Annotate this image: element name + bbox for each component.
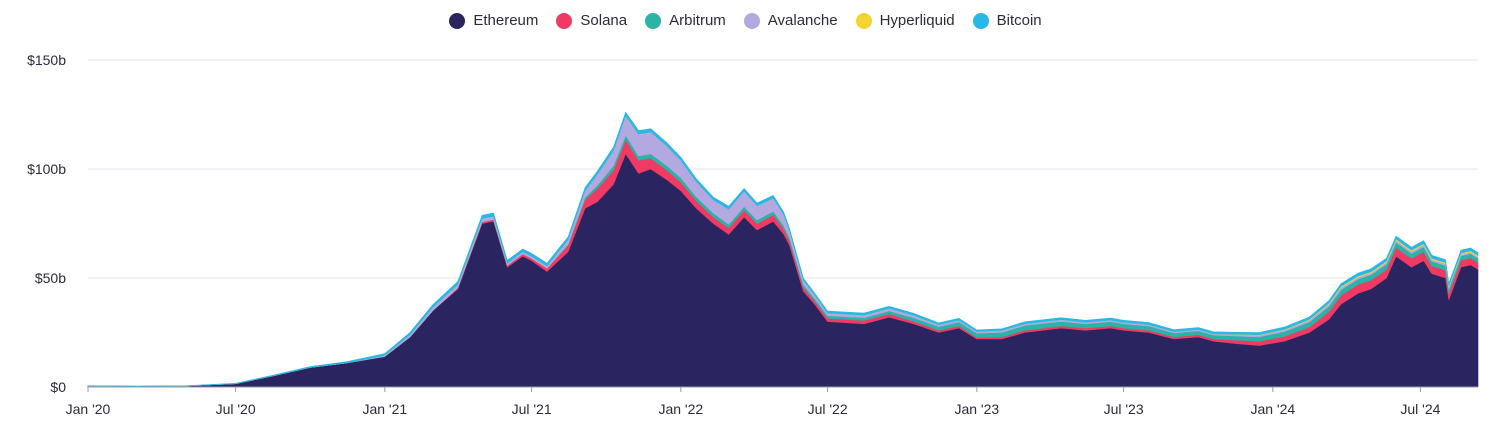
legend-label: Solana: [580, 12, 628, 29]
y-tick-label: $50b: [35, 270, 66, 286]
y-axis: $0 $50b $100b $150b: [27, 52, 66, 395]
legend-item-bitcoin[interactable]: Bitcoin: [972, 12, 1042, 29]
legend-item-hyperliquid[interactable]: Hyperliquid: [855, 12, 955, 29]
x-tick-label: Jul '20: [216, 401, 256, 417]
x-tick-label: Jan '20: [66, 401, 111, 417]
series-areas: [87, 111, 1479, 388]
legend-item-arbitrum[interactable]: Arbitrum: [645, 12, 726, 29]
legend-item-solana[interactable]: Solana: [556, 12, 627, 29]
chart-legend: Ethereum Solana Arbitrum Avalanche Hyperliqu…: [0, 12, 1491, 29]
x-tick-label: Jan '23: [954, 401, 999, 417]
legend-label: Avalanche: [767, 12, 838, 29]
legend-item-avalanche[interactable]: Avalanche: [743, 12, 838, 29]
legend-swatch-arbitrum: [645, 12, 662, 29]
legend-label: Bitcoin: [996, 12, 1042, 29]
legend-label: Arbitrum: [669, 12, 726, 29]
y-tick-label: $0: [50, 379, 66, 395]
legend-swatch-avalanche: [743, 12, 760, 29]
x-tick-label: Jul '24: [1400, 401, 1440, 417]
series-area-ethereum: [87, 153, 1479, 388]
x-tick-label: Jul '22: [808, 401, 848, 417]
y-tick-label: $150b: [27, 52, 66, 68]
legend-item-ethereum[interactable]: Ethereum: [449, 12, 538, 29]
legend-swatch-bitcoin: [972, 12, 989, 29]
y-tick-label: $100b: [27, 161, 66, 177]
legend-swatch-ethereum: [449, 12, 466, 29]
x-tick-label: Jan '24: [1250, 401, 1295, 417]
x-tick-label: Jul '23: [1104, 401, 1144, 417]
x-tick-label: Jul '21: [512, 401, 552, 417]
legend-swatch-hyperliquid: [855, 12, 872, 29]
x-tick-label: Jan '22: [658, 401, 703, 417]
series-area-bitcoin: [87, 111, 1479, 387]
legend-label: Hyperliquid: [879, 12, 955, 29]
legend-swatch-solana: [556, 12, 573, 29]
legend-label: Ethereum: [473, 12, 539, 29]
x-axis: Jan '20 Jul '20 Jan '21 Jul '21 Jan '22 Jul '…: [66, 386, 1478, 417]
x-tick-label: Jan '21: [362, 401, 407, 417]
